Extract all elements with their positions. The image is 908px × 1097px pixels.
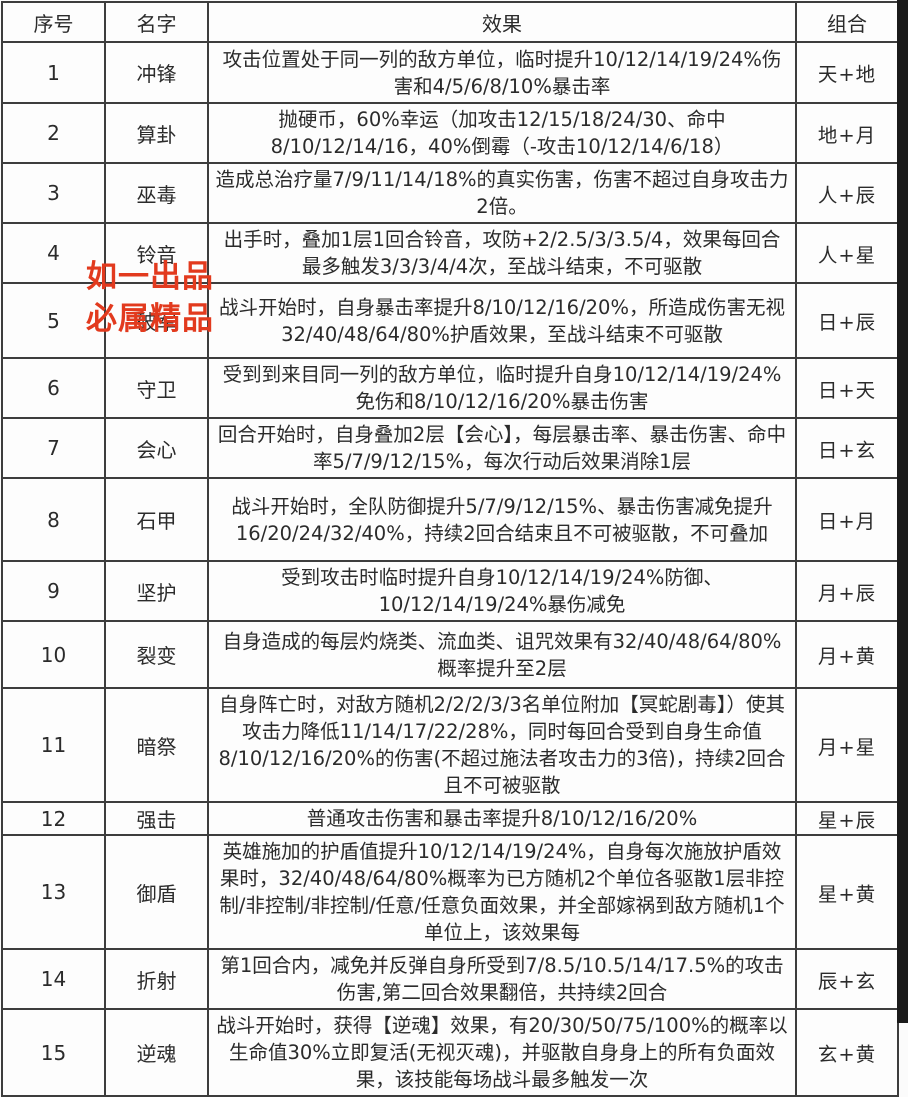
row-name: 冲锋 bbox=[104, 41, 209, 104]
row-combo: 人+辰 bbox=[795, 162, 899, 224]
row-effect: 普通攻击伤害和暴击率提升8/10/12/16/20% bbox=[207, 801, 797, 836]
row-effect: 战斗开始时，获得【逆魂】效果，有20/30/50/75/100%的概率以生命值3… bbox=[207, 1008, 797, 1097]
row-combo: 月+星 bbox=[795, 687, 899, 803]
row-combo: 星+辰 bbox=[795, 801, 899, 836]
row-combo: 日+月 bbox=[795, 477, 899, 562]
row-combo: 人+星 bbox=[795, 222, 899, 284]
row-combo: 地+月 bbox=[795, 102, 899, 164]
row-index: 15 bbox=[1, 1008, 106, 1097]
header-combo: 组合 bbox=[795, 1, 899, 43]
row-index: 14 bbox=[1, 948, 106, 1010]
row-effect: 第1回合内，减免并反弹自身所受到7/8.5/10.5/14/17.5%的攻击伤害… bbox=[207, 948, 797, 1010]
row-effect: 受到攻击时临时提升自身10/12/14/19/24%防御、10/12/14/19… bbox=[207, 560, 797, 622]
header-index: 序号 bbox=[1, 1, 106, 43]
row-effect: 出手时，叠加1层1回合铃音，攻防+2/2.5/3/3.5/4，效果每回合最多触发… bbox=[207, 222, 797, 284]
row-index: 4 bbox=[1, 222, 106, 284]
row-name: 强击 bbox=[104, 801, 209, 836]
table-row: 4 铃音 出手时，叠加1层1回合铃音，攻防+2/2.5/3/3.5/4，效果每回合最… bbox=[1, 222, 899, 284]
row-name: 铃音 bbox=[104, 222, 209, 284]
row-effect: 受到到来目同一列的敌方单位，临时提升自身10/12/14/19/24%免伤和8/… bbox=[207, 357, 797, 419]
table-row: 11 暗祭 自身阵亡时，对敌方随机2/2/2/3/3名单位附加【冥蛇剧毒】）使其攻击… bbox=[1, 687, 899, 803]
table-row: 9 坚护 受到攻击时临时提升自身10/12/14/19/24%防御、10/12/14… bbox=[1, 560, 899, 622]
table-row: 15 逆魂 战斗开始时，获得【逆魂】效果，有20/30/50/75/100%的概率以… bbox=[1, 1008, 899, 1097]
row-name: 折射 bbox=[104, 948, 209, 1010]
row-name: 算卦 bbox=[104, 102, 209, 164]
row-index: 13 bbox=[1, 834, 106, 950]
row-name: 逆魂 bbox=[104, 1008, 209, 1097]
row-effect: 战斗开始时，全队防御提升5/7/9/12/15%、暴击伤害减免提升16/20/2… bbox=[207, 477, 797, 562]
row-index: 1 bbox=[1, 41, 106, 104]
table-row: 12 强击 普通攻击伤害和暴击率提升8/10/12/16/20% 星+辰 bbox=[1, 801, 899, 836]
row-index: 6 bbox=[1, 357, 106, 419]
table-row: 2 算卦 抛硬币，60%幸运（加攻击12/15/18/24/30、命中8/10/12… bbox=[1, 102, 899, 164]
row-combo: 日+玄 bbox=[795, 417, 899, 479]
row-name: 会心 bbox=[104, 417, 209, 479]
table-row: 6 守卫 受到到来目同一列的敌方单位，临时提升自身10/12/14/19/24%免伤… bbox=[1, 357, 899, 419]
row-combo: 玄+黄 bbox=[795, 1008, 899, 1097]
row-combo: 日+天 bbox=[795, 357, 899, 419]
row-effect: 攻击位置处于同一列的敌方单位，临时提升10/12/14/19/24%伤害和4/5… bbox=[207, 41, 797, 104]
row-index: 3 bbox=[1, 162, 106, 224]
row-name: 石甲 bbox=[104, 477, 209, 562]
row-name: 巫毒 bbox=[104, 162, 209, 224]
header-row: 序号 名字 效果 组合 bbox=[1, 1, 899, 43]
row-combo: 星+黄 bbox=[795, 834, 899, 950]
row-effect: 回合开始时，自身叠加2层【会心】，每层暴击率、暴击伤害、命中率5/7/9/12/… bbox=[207, 417, 797, 479]
row-name: 破军 bbox=[104, 282, 209, 359]
row-index: 5 bbox=[1, 282, 106, 359]
row-effect: 造成总治疗量7/9/11/14/18%的真实伤害，伤害不超过自身攻击力2倍。 bbox=[207, 162, 797, 224]
row-name: 守卫 bbox=[104, 357, 209, 419]
row-index: 11 bbox=[1, 687, 106, 803]
table-row: 10 裂变 自身造成的每层灼烧类、流血类、诅咒效果有32/40/48/64/80%概… bbox=[1, 620, 899, 689]
row-name: 御盾 bbox=[104, 834, 209, 950]
row-effect: 抛硬币，60%幸运（加攻击12/15/18/24/30、命中8/10/12/14… bbox=[207, 102, 797, 164]
row-name: 暗祭 bbox=[104, 687, 209, 803]
table-row: 3 巫毒 造成总治疗量7/9/11/14/18%的真实伤害，伤害不超过自身攻击力2倍… bbox=[1, 162, 899, 224]
row-name: 坚护 bbox=[104, 560, 209, 622]
header-effect: 效果 bbox=[207, 1, 797, 43]
row-effect: 自身阵亡时，对敌方随机2/2/2/3/3名单位附加【冥蛇剧毒】）使其攻击力降低1… bbox=[207, 687, 797, 803]
row-combo: 月+黄 bbox=[795, 620, 899, 689]
row-index: 8 bbox=[1, 477, 106, 562]
table-row: 8 石甲 战斗开始时，全队防御提升5/7/9/12/15%、暴击伤害减免提升16/2… bbox=[1, 477, 899, 562]
row-index: 10 bbox=[1, 620, 106, 689]
right-edge-strip bbox=[897, 0, 908, 1023]
table-row: 13 御盾 英雄施加的护盾值提升10/12/14/19/24%，自身每次施放护盾效果… bbox=[1, 834, 899, 950]
row-index: 2 bbox=[1, 102, 106, 164]
row-effect: 战斗开始时，自身暴击率提升8/10/12/16/20%，所造成伤害无视32/40… bbox=[207, 282, 797, 359]
table-row: 1 冲锋 攻击位置处于同一列的敌方单位，临时提升10/12/14/19/24%伤害和… bbox=[1, 41, 899, 104]
row-effect: 英雄施加的护盾值提升10/12/14/19/24%，自身每次施放护盾效果时，32… bbox=[207, 834, 797, 950]
table-row: 7 会心 回合开始时，自身叠加2层【会心】，每层暴击率、暴击伤害、命中率5/7/9/… bbox=[1, 417, 899, 479]
table-row: 14 折射 第1回合内，减免并反弹自身所受到7/8.5/10.5/14/17.5%的… bbox=[1, 948, 899, 1010]
row-index: 12 bbox=[1, 801, 106, 836]
row-index: 9 bbox=[1, 560, 106, 622]
table-row: 5 破军 战斗开始时，自身暴击率提升8/10/12/16/20%，所造成伤害无视32… bbox=[1, 282, 899, 359]
row-combo: 辰+玄 bbox=[795, 948, 899, 1010]
header-name: 名字 bbox=[104, 1, 209, 43]
row-combo: 天+地 bbox=[795, 41, 899, 104]
row-combo: 月+辰 bbox=[795, 560, 899, 622]
row-name: 裂变 bbox=[104, 620, 209, 689]
row-combo: 日+辰 bbox=[795, 282, 899, 359]
row-effect: 自身造成的每层灼烧类、流血类、诅咒效果有32/40/48/64/80%概率提升至… bbox=[207, 620, 797, 689]
row-index: 7 bbox=[1, 417, 106, 479]
